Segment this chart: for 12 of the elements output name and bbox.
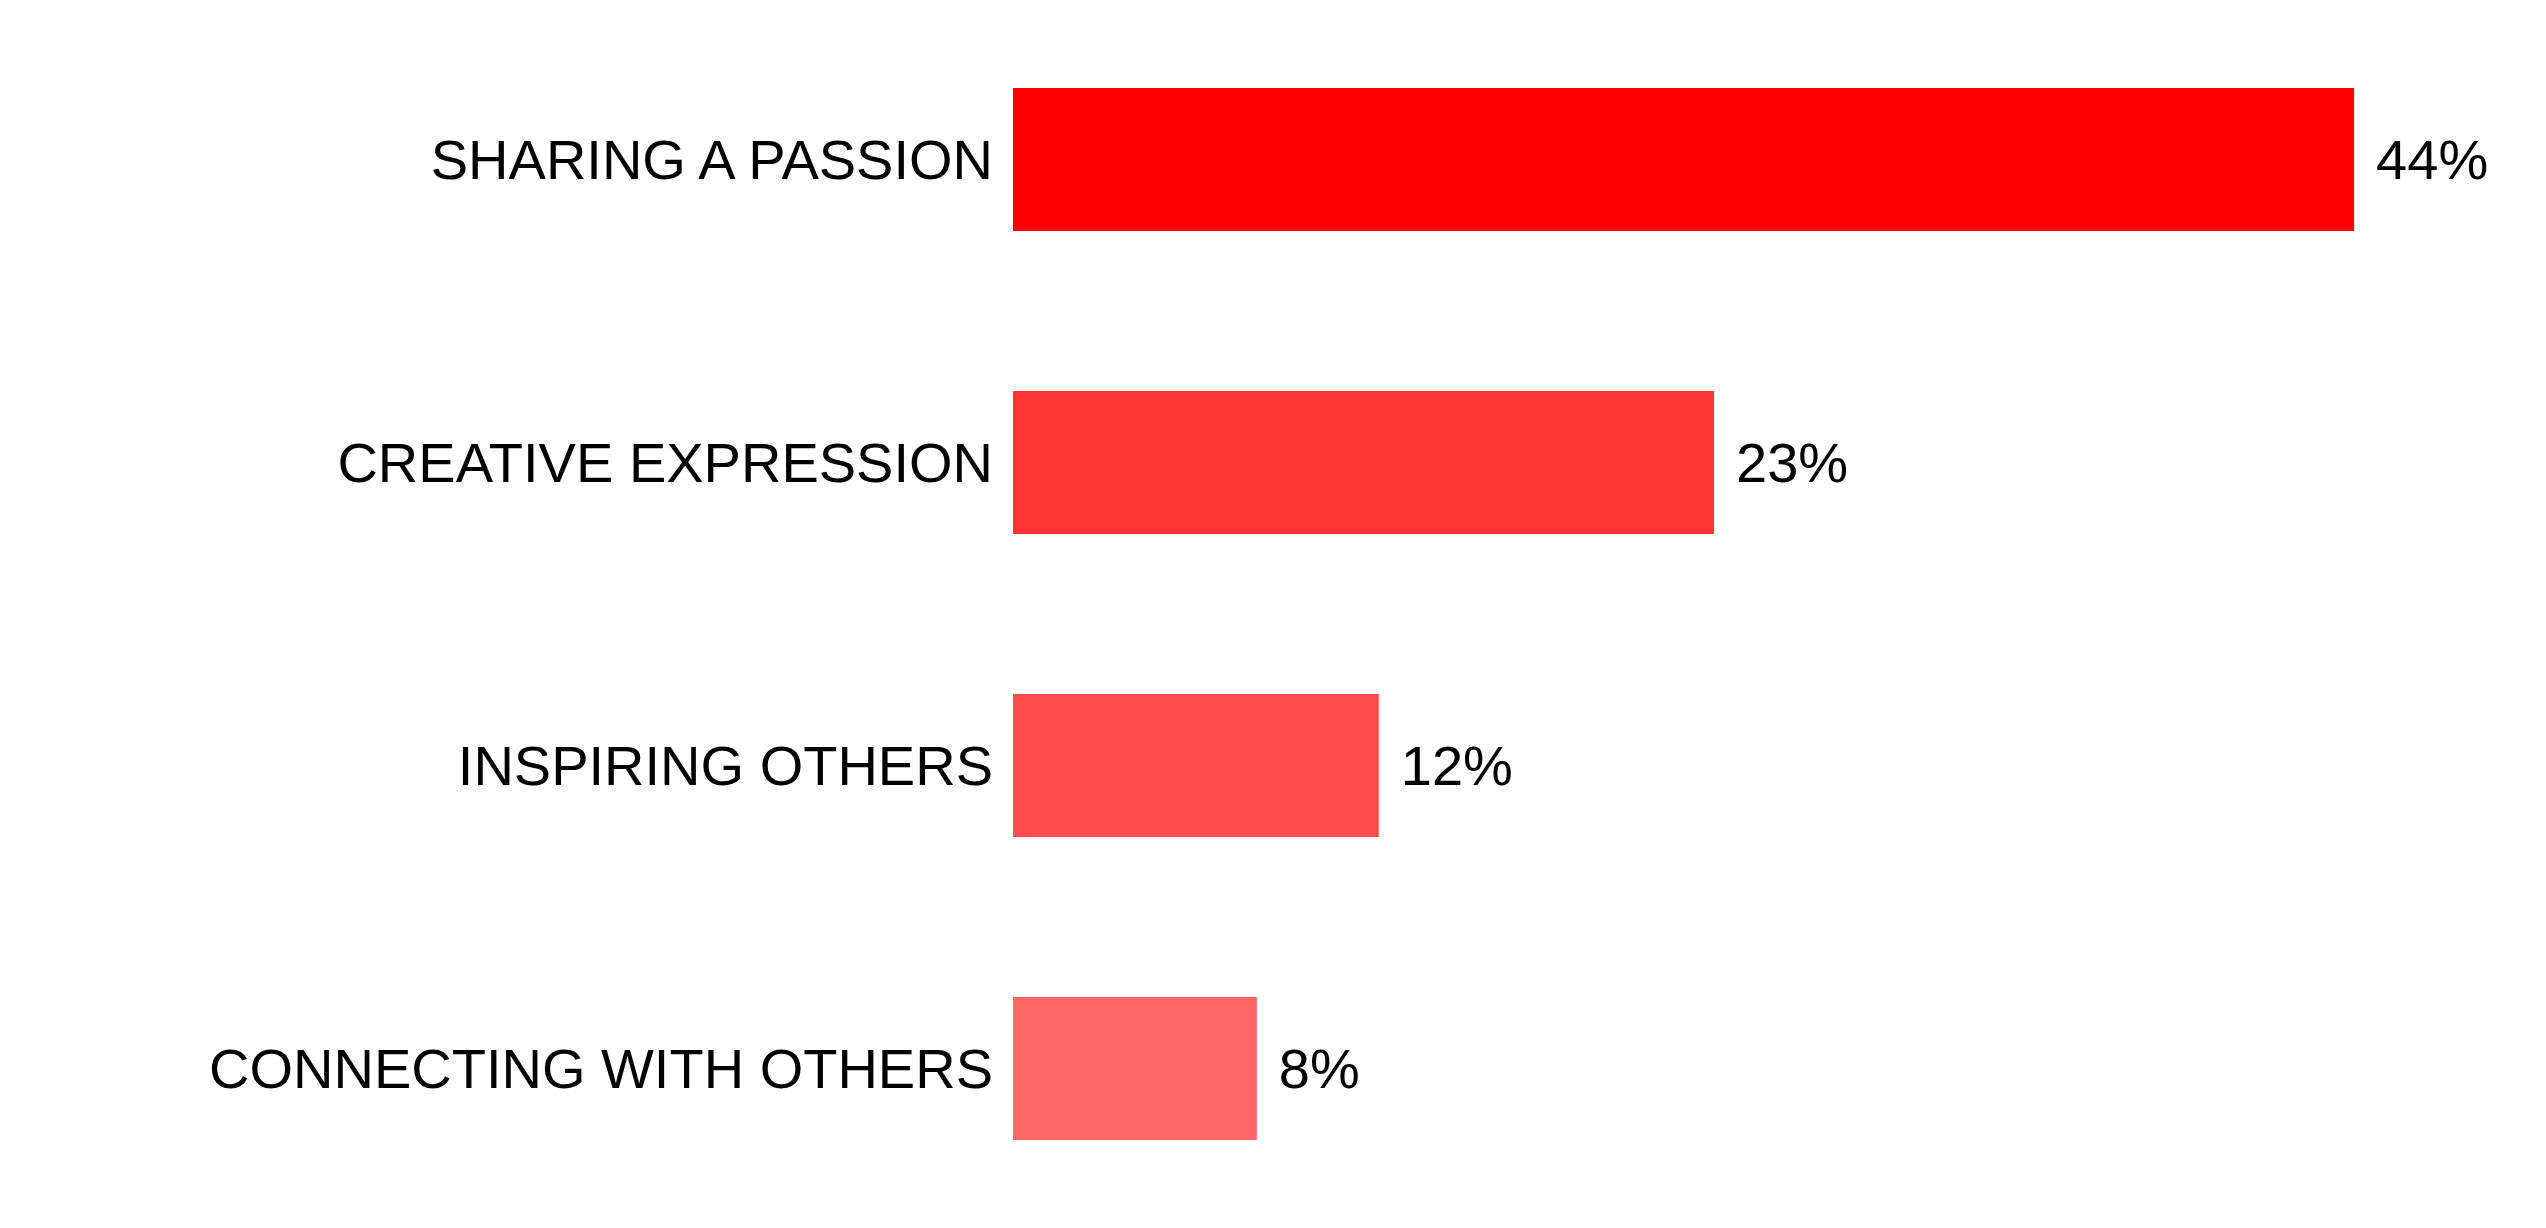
bar bbox=[1013, 997, 1257, 1140]
bar bbox=[1013, 88, 2355, 231]
y-tick-label: INSPIRING OTHERS bbox=[457, 734, 993, 797]
y-tick-label: CREATIVE EXPRESSION bbox=[337, 431, 993, 494]
bar bbox=[1013, 694, 1379, 837]
bar bbox=[1013, 391, 1715, 534]
data-label: 23% bbox=[1736, 431, 1849, 494]
y-tick-label: CONNECTING WITH OTHERS bbox=[209, 1037, 993, 1100]
data-label: 12% bbox=[1400, 734, 1513, 797]
y-tick-label: SHARING A PASSION bbox=[430, 128, 993, 191]
data-label: 44% bbox=[2376, 128, 2489, 191]
data-label: 8% bbox=[1278, 1037, 1360, 1100]
